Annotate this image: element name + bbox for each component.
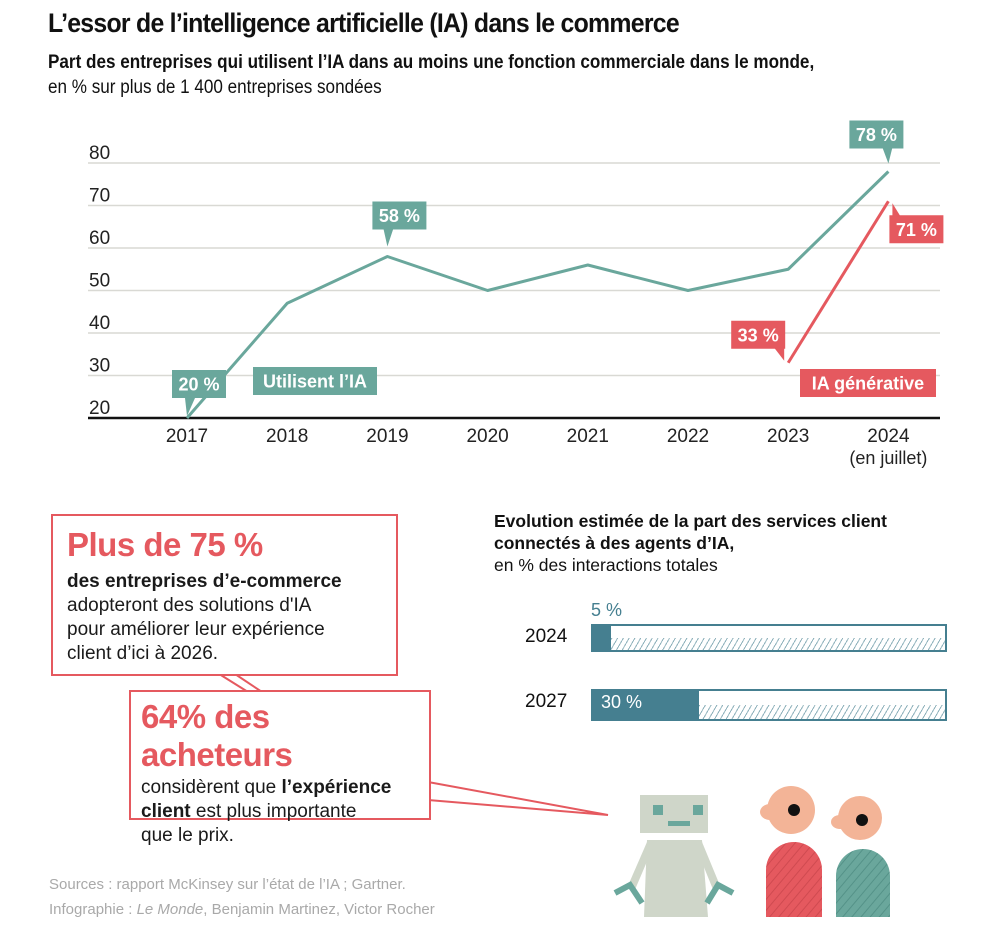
bar-value-label: 30 %: [601, 692, 643, 712]
x-tick-label: 2023: [767, 426, 809, 447]
credit-prefix: Infographie :: [49, 901, 137, 918]
x-tick-label: 2019: [366, 426, 408, 447]
callout2-tail: [427, 783, 608, 815]
source-note: Sources : rapport McKinsey sur l’état de…: [49, 872, 435, 922]
y-tick-label: 50: [89, 271, 110, 292]
person-teal-icon: [831, 796, 890, 917]
x-tick-label: 2024: [867, 426, 910, 447]
x-tick-sublabel: (en juillet): [849, 448, 927, 468]
y-tick-label: 80: [89, 143, 110, 164]
label-2019-text: 58 %: [379, 206, 420, 226]
y-tick-label: 20: [89, 398, 110, 419]
label-2024-bg: [849, 120, 904, 149]
label-2024-text: 78 %: [856, 125, 897, 145]
series-lines: [185, 170, 890, 419]
credit-line: Infographie : Le Monde, Benjamin Martine…: [49, 897, 435, 922]
series-line-ia-generative: [786, 200, 890, 364]
label-2019-bg: [372, 201, 427, 230]
y-tick-label: 30: [89, 356, 110, 377]
bar-chart-subtitle: en % des interactions totales: [494, 555, 718, 575]
callout-buyers: 64% des acheteurs considèrent que l’expé…: [129, 690, 431, 846]
callout2-last: que le prix.: [141, 825, 234, 846]
callout1-line2: pour améliorer leur expérience: [67, 619, 325, 640]
y-axis-ticks: 20 30 40 50 60 70 80: [89, 143, 110, 419]
bar-value-label: 5 %: [591, 600, 623, 620]
robot-icon: [613, 795, 735, 917]
callout2-bold1: l’expérience: [281, 777, 392, 798]
bar-track: [591, 624, 947, 652]
callout1-line1: adopteront des solutions d'IA: [67, 595, 312, 616]
label-gen-2023-bg: [731, 320, 786, 349]
label-gen-2023-text: 33 %: [738, 325, 779, 345]
bar-fill: [593, 626, 611, 650]
y-tick-label: 70: [89, 186, 110, 207]
callout2-bold2: client: [141, 801, 191, 822]
illustration: [613, 786, 890, 917]
chart-subtitle: Part des entreprises qui utilisent l’IA …: [48, 50, 822, 100]
label-gen-2024: 71 %: [889, 203, 944, 244]
label-2017-text: 20 %: [178, 375, 219, 395]
series-label-ia-generative: IA générative: [800, 369, 936, 397]
y-tick-label: 40: [89, 313, 110, 334]
label-2017: 20 %: [172, 370, 226, 416]
series-line-ia: [185, 170, 890, 419]
data-labels: 20 % 58 % 78 % Utilisent l’IA 33 % 71 % IA gén…: [172, 120, 944, 416]
bar-chart-title: Evolution estimée de la part des service…: [494, 510, 944, 576]
callout2-tail-line: [427, 781, 609, 816]
bar-remainder-hatch: [698, 705, 945, 719]
x-tick-label: 2017: [166, 426, 208, 447]
label-gen-2024-pointer: [892, 203, 901, 217]
callout2-post: est plus importante: [190, 801, 357, 822]
callout2-pre: considèrent que: [141, 777, 282, 798]
chart-title: L’essor de l’intelligence artificielle (…: [48, 8, 680, 38]
callout1-bold: des entreprises d’e-commerce: [67, 571, 342, 592]
x-tick-label: 2022: [667, 426, 709, 447]
label-2019: 58 %: [372, 201, 427, 247]
label-2017-pointer: [185, 398, 195, 416]
label-gen-2024-bg: [889, 215, 944, 244]
series-label-ia-text: Utilisent l’IA: [263, 372, 367, 392]
subtitle-bold: Part des entreprises qui utilisent l’IA …: [48, 52, 815, 73]
series-label-ia: Utilisent l’IA: [253, 367, 377, 395]
series-label-ia-bg: [253, 367, 377, 395]
credit-italic: Le Monde: [136, 901, 204, 918]
callout-ecommerce: Plus de 75 % des entreprises d’e-commerc…: [51, 514, 398, 676]
x-tick-label: 2020: [466, 426, 508, 447]
bar-year-label: 2024: [525, 626, 568, 647]
sources-line: Sources : rapport McKinsey sur l’état de…: [49, 876, 406, 893]
y-tick-label: 60: [89, 228, 110, 249]
label-2024: 78 %: [849, 120, 904, 164]
callout1-line3: client d’ici à 2026.: [67, 643, 219, 664]
label-2024-pointer: [882, 147, 893, 164]
label-gen-2023: 33 %: [731, 320, 786, 361]
x-tick-label: 2021: [567, 426, 609, 447]
person-red-icon: [760, 786, 822, 917]
bar-year-label: 2027: [525, 691, 568, 712]
callout1-headline: Plus de 75 %: [67, 526, 263, 563]
bar-remainder-hatch: [610, 638, 945, 650]
credit-suffix: , Benjamin Martinez, Victor Rocher: [203, 901, 435, 918]
bar-track: 30 %: [591, 689, 947, 721]
bar-fill: [593, 691, 699, 719]
label-2017-bg: [172, 370, 226, 398]
callout2-headline: 64% des acheteurs: [141, 698, 293, 773]
label-gen-2023-pointer: [774, 347, 785, 361]
label-2019-pointer: [383, 228, 394, 247]
series-label-ia-generative-text: IA générative: [812, 374, 924, 394]
subtitle-regular: en % sur plus de 1 400 entreprises sondé…: [48, 77, 382, 98]
series-label-ia-generative-bg: [800, 369, 936, 397]
x-axis-ticks: 2017 2018 2019 2020 2021 2022 2023 2024(en juil…: [166, 426, 928, 468]
label-gen-2024-text: 71 %: [896, 220, 937, 240]
x-tick-label: 2018: [266, 426, 308, 447]
bar-chart-title-bold: Evolution estimée de la part des service…: [494, 511, 887, 553]
gridlines: [88, 162, 940, 420]
